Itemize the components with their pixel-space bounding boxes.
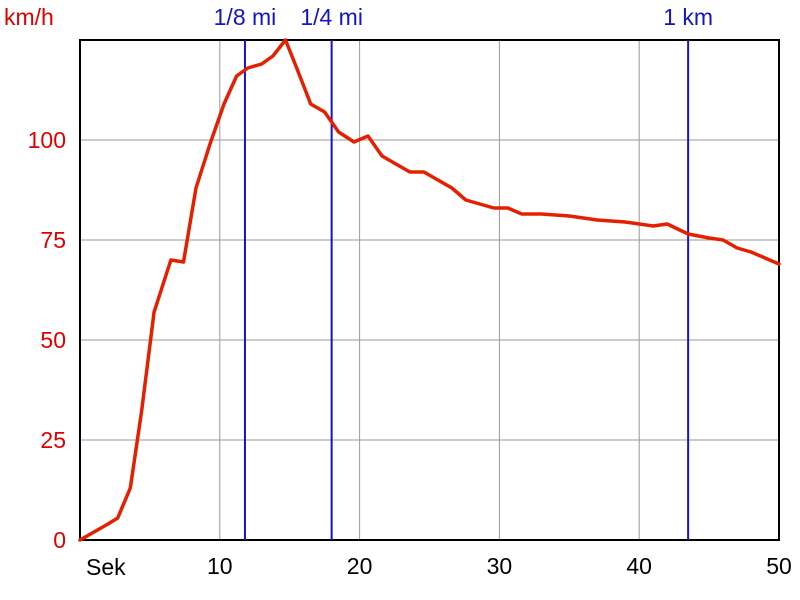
speed-data-point <box>651 224 655 228</box>
distance-marker-label: 1 km <box>663 4 713 30</box>
y-tick-label: 75 <box>40 227 66 253</box>
speed-data-point <box>140 410 143 414</box>
speed-data-point <box>260 62 263 66</box>
speed-data-point <box>194 186 198 190</box>
speed-data-point <box>624 220 627 224</box>
speed-data-point <box>246 66 249 70</box>
speed-data-point <box>309 102 312 106</box>
speed-data-point <box>295 66 298 70</box>
x-tick-label: 40 <box>626 553 652 579</box>
speed-series-line <box>78 38 781 542</box>
y-tick-label: 100 <box>28 127 66 153</box>
grid <box>80 40 779 540</box>
speed-data-point <box>686 232 690 236</box>
x-tick-label: 10 <box>207 553 233 579</box>
y-tick-label: 50 <box>40 327 66 353</box>
speed-data-point <box>182 260 185 264</box>
y-axis-label: km/h <box>4 4 54 30</box>
speed-data-point <box>721 238 725 242</box>
distance-marker-label: 1/4 mi <box>300 4 363 30</box>
distance-marker-label: 1/8 mi <box>214 4 277 30</box>
y-tick-label: 25 <box>40 427 66 453</box>
speed-data-point <box>284 38 287 42</box>
speed-data-point <box>763 256 767 260</box>
x-axis-label: Sek <box>86 554 126 580</box>
speed-data-point <box>106 522 110 526</box>
x-tick-label: 50 <box>766 553 792 579</box>
speed-data-point <box>506 206 509 210</box>
speed-data-point <box>478 202 482 206</box>
speed-data-point <box>78 538 82 542</box>
x-tick-label: 20 <box>347 553 373 579</box>
y-tick-label: 0 <box>53 527 66 553</box>
speed-data-point <box>116 516 119 520</box>
speed-data-point <box>208 142 212 146</box>
speed-data-point <box>568 214 571 218</box>
speed-data-point <box>366 134 370 138</box>
speed-data-point <box>436 178 440 182</box>
speed-data-point <box>777 262 781 266</box>
speed-data-point <box>169 258 173 262</box>
speed-data-point <box>271 54 275 58</box>
speed-data-point <box>235 74 238 78</box>
speed-data-point <box>323 110 326 114</box>
speed-data-point <box>380 154 384 158</box>
speed-data-point <box>492 206 496 210</box>
speed-data-point <box>749 250 753 254</box>
speed-data-point <box>222 102 226 106</box>
plot-area-frame <box>79 39 780 541</box>
speed-data-point <box>540 212 543 216</box>
speed-data-point <box>408 170 412 174</box>
x-tick-label: 30 <box>487 553 513 579</box>
axis-ticks: 10 20 30 40 50 0 25 50 75 100 <box>28 127 792 579</box>
speed-data-point <box>450 186 454 190</box>
speed-data-point <box>337 130 340 134</box>
speed-data-point <box>352 140 356 144</box>
speed-data-point <box>707 236 711 240</box>
speed-data-point <box>152 310 156 314</box>
speed-data-point <box>735 246 739 250</box>
speed-data-point <box>394 162 398 166</box>
distance-markers: 1/8 mi 1/4 mi 1 km <box>214 4 713 540</box>
speed-data-point <box>464 198 468 202</box>
speed-data-point <box>665 222 669 226</box>
speed-data-point <box>596 218 599 222</box>
speed-data-point <box>129 486 132 490</box>
series-layer <box>78 38 781 542</box>
speed-data-point <box>422 170 426 174</box>
speed-data-point <box>92 530 96 534</box>
speed-data-point <box>520 212 523 216</box>
